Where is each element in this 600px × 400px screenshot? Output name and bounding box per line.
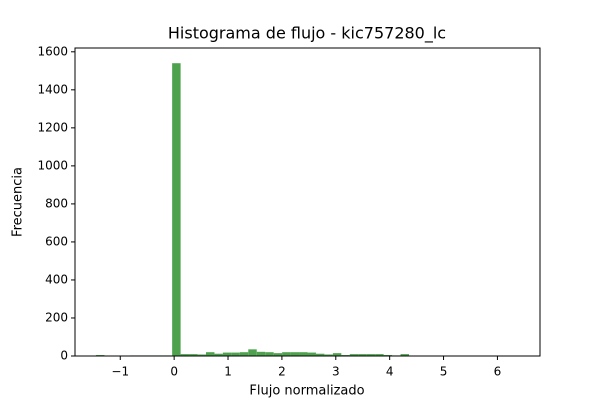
bar — [324, 354, 333, 356]
y-tick-label: 1000 — [37, 158, 68, 172]
x-tick-label: 5 — [440, 365, 448, 379]
bar — [197, 354, 206, 356]
plot-frame — [74, 47, 541, 357]
bar — [172, 63, 181, 357]
bar — [180, 354, 190, 356]
bar — [375, 354, 384, 356]
bar — [358, 354, 367, 356]
bar — [273, 353, 283, 356]
y-tick-label: 1200 — [37, 120, 68, 134]
bar — [332, 353, 342, 356]
bar — [231, 352, 240, 356]
x-tick-label: 6 — [494, 365, 502, 379]
y-tick-label: 200 — [45, 310, 68, 324]
bar — [248, 349, 257, 356]
bar — [349, 354, 359, 356]
bar — [239, 352, 249, 356]
bar — [205, 352, 215, 356]
bar — [222, 352, 232, 356]
y-tick-label: 1400 — [37, 82, 68, 96]
x-axis-label: Flujo normalizado — [249, 384, 364, 399]
bar — [366, 354, 376, 356]
x-tick-label: 3 — [332, 365, 340, 379]
x-tick-label: 2 — [278, 365, 286, 379]
y-tick-label: 800 — [45, 196, 68, 210]
bar — [189, 354, 198, 356]
y-tick-label: 0 — [60, 349, 68, 363]
y-tick-label: 1600 — [37, 44, 68, 58]
bar — [307, 352, 316, 356]
bar — [299, 352, 308, 356]
bar — [256, 351, 266, 356]
x-tick-label: −1 — [111, 365, 129, 379]
bar — [400, 354, 410, 356]
bar — [265, 352, 274, 356]
y-tick-label: 400 — [45, 272, 68, 286]
x-tick-label: 1 — [224, 365, 232, 379]
chart-title: Histograma de flujo - kic757280_lc — [168, 24, 446, 44]
y-tick-label: 600 — [45, 234, 68, 248]
bar — [315, 353, 325, 356]
y-axis-label: Frecuencia — [11, 167, 26, 237]
x-tick-label: 0 — [170, 365, 178, 379]
bar — [290, 352, 300, 356]
bar — [282, 352, 291, 356]
x-tick-label: 4 — [386, 365, 394, 379]
bar — [214, 353, 223, 356]
